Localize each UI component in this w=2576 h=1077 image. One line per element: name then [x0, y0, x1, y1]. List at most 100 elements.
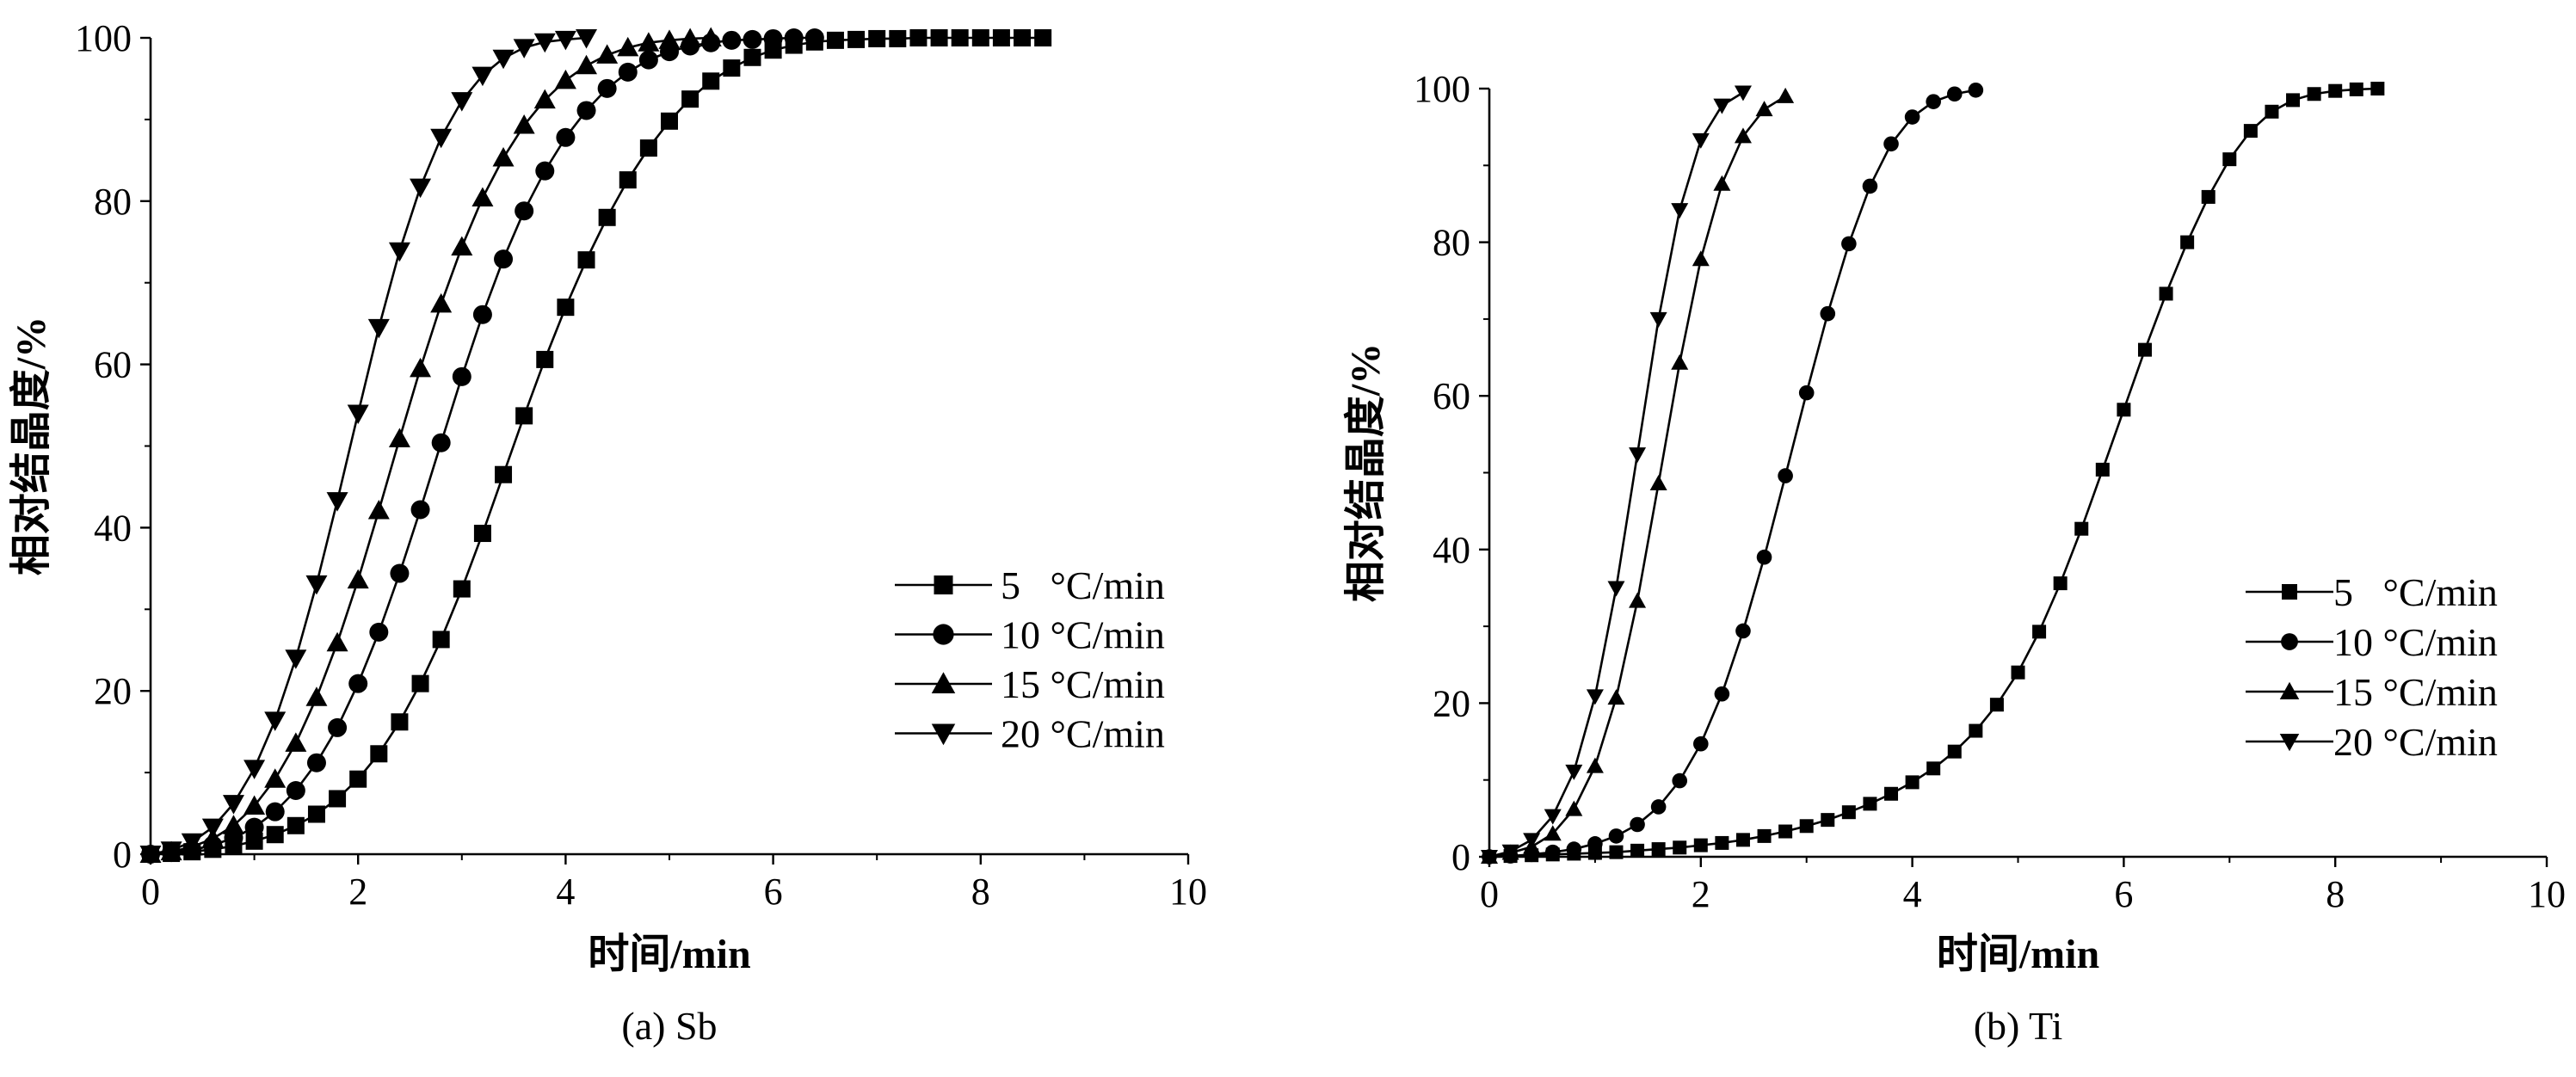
data-point [784, 28, 804, 47]
data-point [1714, 686, 1730, 702]
data-point [244, 817, 264, 837]
legend-marker [931, 672, 956, 693]
legend-marker [2279, 734, 2300, 752]
data-point [367, 499, 390, 520]
data-point [222, 815, 244, 834]
data-point [430, 128, 453, 149]
data-point [1544, 844, 1561, 860]
data-point [1841, 805, 1856, 820]
data-point [847, 30, 866, 48]
data-point [388, 428, 410, 447]
legend-label: 5 °C/min [2333, 570, 2498, 614]
data-point [1586, 757, 1604, 773]
data-point [391, 713, 409, 731]
data-point [1926, 94, 1941, 109]
data-point [533, 33, 556, 53]
data-point [1671, 203, 1689, 219]
data-point [930, 29, 948, 46]
data-point [2180, 235, 2195, 249]
y-tick-label: 40 [94, 507, 132, 549]
data-point [992, 29, 1010, 46]
data-point [1863, 797, 1877, 811]
series-line [1488, 89, 1976, 859]
x-tick-label: 2 [1692, 873, 1710, 915]
data-point [349, 770, 367, 788]
data-point [597, 78, 617, 98]
data-point [471, 187, 494, 207]
data-point [1798, 385, 1815, 401]
data-point [451, 92, 473, 112]
data-point [1629, 592, 1647, 608]
data-point [1968, 82, 1984, 98]
legend-label: 15 °C/min [1001, 662, 1165, 706]
data-point [367, 318, 390, 339]
legend: 5 °C/min 10 °C/min 15 °C/min 20 °C/min [2246, 570, 2498, 764]
y-tick-label: 100 [75, 17, 132, 59]
data-point [305, 686, 328, 706]
series-15 [139, 27, 722, 863]
series-20 [1481, 85, 1752, 865]
data-point [596, 44, 619, 64]
data-point [1715, 835, 1729, 850]
data-point [722, 30, 742, 50]
data-point [1014, 29, 1032, 46]
data-point [699, 27, 722, 46]
data-point [971, 29, 989, 46]
data-point [1820, 305, 1836, 322]
data-point [1565, 800, 1583, 816]
data-point [1905, 775, 1920, 790]
series-line [1488, 87, 2378, 859]
legend-label: 20 °C/min [2333, 720, 2498, 764]
y-axis-title: 相对结晶度/% [9, 317, 54, 575]
data-point [1673, 840, 1687, 855]
data-point [2349, 82, 2363, 96]
data-point [390, 563, 410, 583]
data-point [1713, 175, 1731, 191]
data-point [410, 500, 430, 520]
data-point [264, 711, 287, 731]
data-point [743, 48, 761, 66]
data-point [577, 251, 595, 269]
x-tick-label: 2 [348, 871, 367, 913]
data-point [452, 366, 471, 386]
series-line [150, 36, 712, 856]
data-point [1989, 698, 2004, 712]
data-point [1481, 850, 1498, 865]
data-point [618, 62, 638, 82]
data-point [513, 114, 535, 134]
data-point [513, 39, 535, 58]
data-point [286, 780, 305, 800]
data-point [201, 818, 224, 839]
data-point [763, 28, 783, 48]
series-10 [141, 28, 824, 864]
series-20 [139, 29, 598, 865]
data-point [1587, 836, 1603, 852]
data-point [305, 575, 328, 595]
data-point [326, 631, 348, 652]
data-point [160, 841, 182, 861]
data-point [492, 147, 515, 167]
data-point [347, 404, 369, 425]
data-point [1778, 824, 1793, 839]
x-axis-title: 时间/min [1937, 932, 2099, 977]
series-line [150, 36, 587, 856]
data-point [1883, 136, 1899, 152]
data-point [264, 768, 287, 788]
data-point [432, 631, 450, 649]
data-point [743, 29, 762, 49]
data-point [868, 29, 886, 47]
legend: 5 °C/min 10 °C/min 15 °C/min 20 °C/min [895, 563, 1165, 756]
data-point [494, 249, 514, 269]
data-point [2286, 93, 2301, 108]
series-15 [1481, 87, 1795, 864]
x-tick-label: 0 [1480, 873, 1499, 915]
data-point [638, 50, 658, 70]
legend-label: 10 °C/min [2333, 620, 2498, 664]
data-point [1862, 178, 1878, 194]
data-point [285, 649, 307, 669]
y-tick-label: 20 [1433, 682, 1470, 724]
legend-marker [931, 723, 956, 746]
data-point [1671, 354, 1689, 370]
legend-marker [2281, 633, 2298, 650]
